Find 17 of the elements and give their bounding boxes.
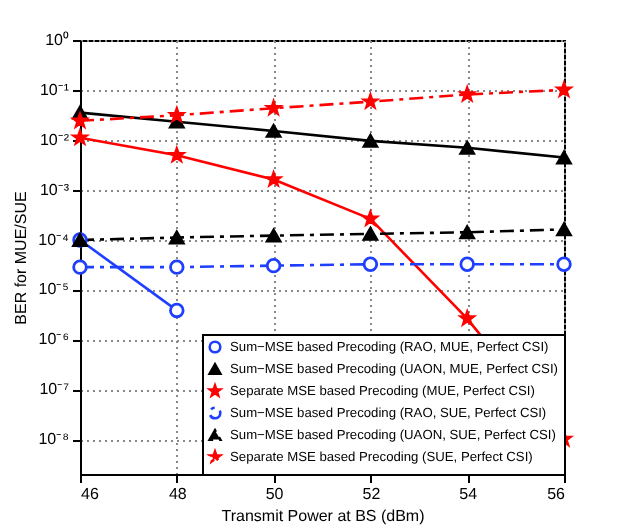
y-tick-label: 10⁻⁶ (38, 330, 69, 349)
y-tick-label: 10⁻⁸ (38, 430, 69, 449)
y-tick-label: 10⁻¹ (39, 80, 70, 99)
x-tick-label: 48 (168, 485, 188, 503)
y-tick-label: 10⁻² (39, 130, 70, 149)
x-tick-label: 46 (81, 485, 100, 503)
y-tick-label: 10⁻³ (39, 180, 70, 199)
x-tick-label: 54 (459, 485, 479, 503)
y-axis-title: BER for MUE/SUE (12, 191, 31, 325)
x-tick-label: 56 (547, 485, 567, 503)
x-tick-label: 50 (265, 485, 285, 503)
x-tick-label: 52 (362, 485, 382, 503)
y-tick-label: 10⁻⁴ (38, 230, 71, 249)
y-tick-label: 10⁻⁷ (39, 380, 70, 399)
y-tick-label: 10⁰ (45, 31, 69, 49)
x-axis-title: Transmit Power at BS (dBm) (221, 507, 426, 525)
y-tick-label: 10⁻⁵ (38, 280, 69, 299)
